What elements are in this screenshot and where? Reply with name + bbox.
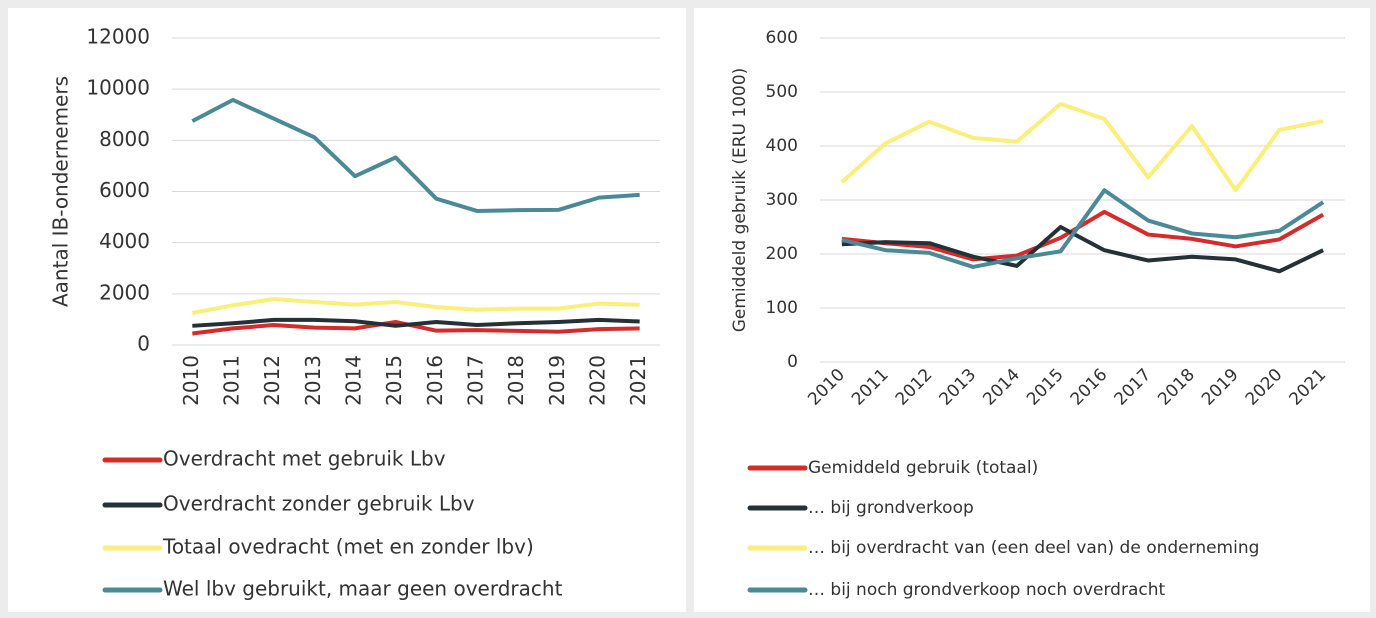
y-tick-label: 100 [766,298,798,318]
right-panel [694,8,1370,612]
x-tick-label: 2010 [179,355,203,406]
series-line [841,225,1324,274]
y-tick-label: 6000 [99,178,150,202]
legend-label: … bij overdracht van (een deel van) de o… [808,538,1259,558]
series-line [840,101,1324,193]
x-tick-label: 2020 [586,355,610,406]
x-tick-label: 2013 [301,355,325,406]
y-axis-label: Gemiddeld gebruik (ERU 1000) [730,68,750,333]
series-line [841,188,1325,269]
x-tick-label: 2017 [464,355,488,406]
y-tick-label: 10000 [86,76,150,100]
legend-label: Overdracht zonder gebruik Lbv [163,492,475,516]
legend-label: … bij grondverkoop [808,498,974,518]
legend-label: Gemiddeld gebruik (totaal) [808,458,1038,478]
y-tick-label: 12000 [86,25,150,49]
x-tick-label: 2018 [504,355,528,406]
series-line [191,97,640,213]
x-tick-label: 2021 [626,355,650,406]
x-tick-label: 2016 [423,355,447,406]
x-tick-label: 2019 [545,355,569,406]
legend-label: Totaal ovedracht (met en zonder lbv) [162,535,534,559]
y-tick-label: 300 [766,190,798,210]
x-tick-label: 2011 [220,355,244,406]
legend-label: … bij noch grondverkoop noch overdracht [808,580,1165,600]
legend-label: Overdracht met gebruik Lbv [163,447,446,471]
y-tick-label: 8000 [99,127,150,151]
series-line [192,319,640,336]
y-tick-label: 0 [137,332,150,356]
x-tick-label: 2015 [382,355,406,406]
y-axis-label: Aantal IB-ondernemers [49,76,73,307]
series-line [191,296,640,315]
left-panel [8,8,686,612]
y-tick-label: 400 [766,136,798,156]
y-tick-label: 4000 [99,229,150,253]
y-tick-label: 0 [787,352,798,372]
series-line [192,317,640,328]
y-tick-label: 2000 [99,280,150,304]
y-tick-label: 200 [766,244,798,264]
series-line [841,209,1325,262]
legend-label: Wel lbv gebruikt, maar geen overdracht [163,577,563,601]
x-tick-label: 2014 [342,355,366,406]
y-tick-label: 600 [766,28,798,48]
y-tick-label: 500 [766,82,798,102]
x-tick-label: 2012 [260,355,284,406]
